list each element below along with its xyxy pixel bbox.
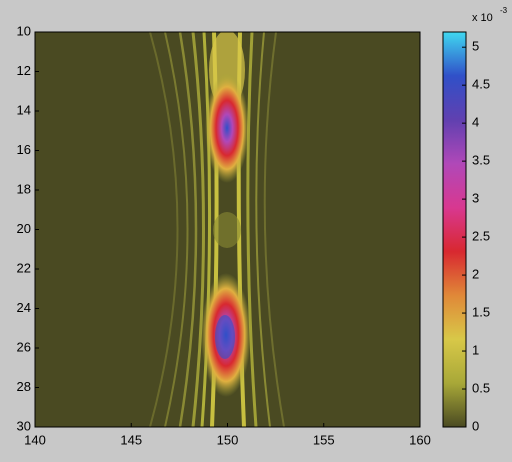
x-tick-label: 140 [24,432,46,447]
colorbar-tick-label: 4 [472,115,479,130]
y-tick-label: 28 [17,379,31,394]
y-tick-label: 14 [17,102,31,117]
y-tick-label: 20 [17,221,31,236]
colorbar-scale: x 10 [472,12,493,24]
colorbar-tick-label: 3 [472,191,479,206]
y-tick-label: 16 [17,142,31,157]
y-tick-label: 18 [17,181,31,196]
x-tick-label: 145 [120,432,142,447]
colorbar [442,31,467,428]
colorbar-tick-label: 1 [472,342,479,357]
y-tick-label: 24 [17,300,31,315]
x-tick-label: 160 [409,432,431,447]
colorbar-tick-label: 2 [472,267,479,282]
x-tick-label: 150 [217,432,239,447]
field [149,32,285,427]
y-tick-label: 10 [17,23,31,38]
colorbar-tick-label: 3.5 [472,153,490,168]
colorbar-tick-label: 0.5 [472,380,490,395]
y-tick-label: 22 [17,260,31,275]
colorbar-exponent: -3 [500,6,508,15]
colorbar-tick-label: 0 [472,418,479,433]
y-tick-label: 12 [17,63,31,78]
x-tick-label: 155 [313,432,335,447]
colorbar-tick-label: 1.5 [472,304,490,319]
colorbar-tick-label: 5 [472,39,479,54]
y-tick-label: 30 [17,418,31,433]
colorbar-tick-label: 2.5 [472,229,490,244]
colorbar-tick-label: 4.5 [472,77,490,92]
y-tick-label: 26 [17,339,31,354]
